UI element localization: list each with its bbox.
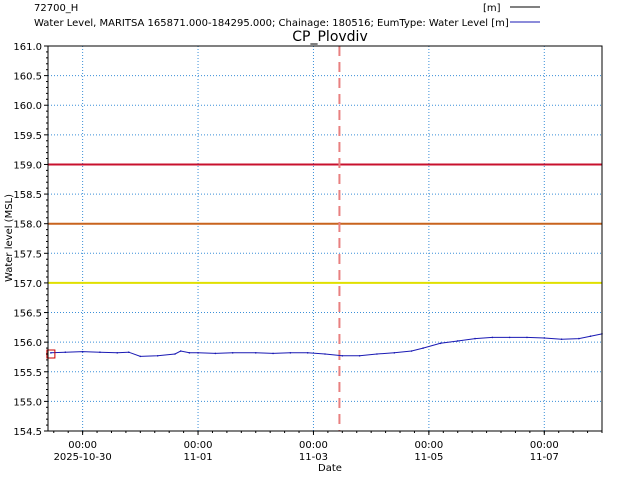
y-tick-label: 155.0 [13,397,42,408]
y-tick-label: 158.0 [13,220,42,231]
series-point [561,338,563,340]
y-tick-label: 160.0 [13,101,42,112]
x-tick-date-label: 11-07 [530,452,559,463]
series-point [376,353,378,355]
y-tick-label: 156.0 [13,338,42,349]
series-point [189,352,191,354]
series-point [140,356,142,358]
y-tick-label: 159.0 [13,160,42,171]
y-tick-label: 156.5 [13,309,42,320]
y-tick-label: 157.0 [13,279,42,290]
x-tick-time-label: 00:00 [299,440,328,451]
x-tick-time-label: 00:00 [184,440,213,451]
series-point [232,352,234,354]
y-tick-label: 158.5 [13,190,42,201]
series-point [290,352,292,354]
series-point [393,352,395,354]
series-point [128,351,130,353]
y-axis-label: Water level (MSL) [4,194,15,282]
series-point [65,351,67,353]
x-tick-date-label: 11-01 [184,452,213,463]
y-tick-label: 161.0 [13,42,42,53]
series-point [492,337,494,339]
series-point [543,337,545,339]
series-point [174,353,176,355]
series-point [440,343,442,345]
series-point [82,351,84,353]
legend-unit-1: [m] [483,3,501,14]
series-point [526,337,528,339]
series-point [116,352,118,354]
series-point [307,352,309,354]
x-tick-date-label: 2025-10-30 [54,452,112,463]
series-point [180,350,182,352]
series-point [457,340,459,342]
series-point [272,353,274,355]
y-tick-label: 155.5 [13,368,42,379]
series-point [157,355,159,357]
series-point [474,338,476,340]
series-point [359,355,361,357]
y-tick-label: 154.5 [13,427,42,438]
x-tick-date-label: 11-05 [414,452,443,463]
series-point [411,350,413,352]
series-point [215,353,217,355]
series-point [509,337,511,339]
series-point [255,352,257,354]
x-tick-date-label: 11-03 [299,452,328,463]
x-tick-time-label: 00:00 [414,440,443,451]
series-point [578,338,580,340]
y-tick-label: 159.5 [13,131,42,142]
series-point [324,353,326,355]
series-point [197,352,199,354]
series-point [590,335,592,337]
y-tick-label: 157.5 [13,249,42,260]
legend-label-2: Water Level, MARITSA 165871.000-184295.0… [34,18,509,29]
series-point [99,351,101,353]
chart-title: CP_Plovdiv [292,29,367,45]
series-point [50,352,52,354]
plot-area [48,46,602,431]
series-point [342,355,344,357]
x-axis-label: Date [318,463,342,474]
legend-label-1: 72700_H [34,3,78,14]
x-tick-time-label: 00:00 [68,440,97,451]
x-tick-time-label: 00:00 [530,440,559,451]
series-point [422,347,424,349]
y-tick-label: 160.5 [13,72,42,83]
